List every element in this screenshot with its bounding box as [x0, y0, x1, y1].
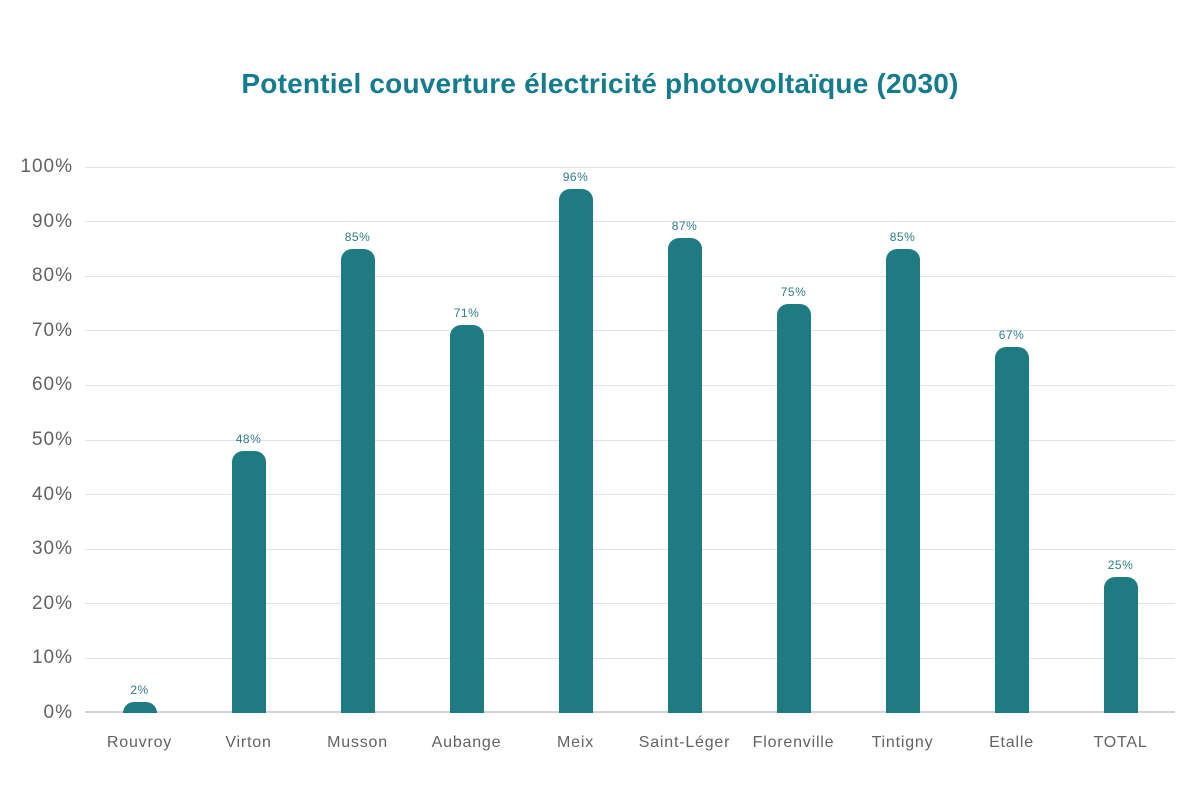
bar-slot-total: 25% TOTAL: [1066, 167, 1175, 752]
value-label: 2%: [130, 683, 149, 698]
plot-area: 0% 10% 20% 30% 40% 50% 60% 70% 80% 90% 100% 2% Rouvr…: [20, 156, 1175, 752]
value-label: 25%: [1107, 557, 1134, 572]
y-tick-label: 100%: [20, 156, 73, 177]
value-label: 85%: [344, 229, 371, 244]
gridline: [85, 275, 1175, 277]
y-tick-label: 0%: [43, 702, 73, 723]
x-tick-label: TOTAL: [1093, 734, 1148, 751]
bar-slot-tintigny: 85% Tintigny: [848, 167, 957, 751]
bar-slot-etalle: 67% Etalle: [957, 167, 1066, 751]
gridline: [85, 384, 1175, 386]
value-label: 67%: [998, 328, 1025, 343]
x-tick-label: Florenville: [752, 734, 835, 751]
x-tick-label: Etalle: [989, 734, 1034, 751]
x-tick-label: Aubange: [431, 734, 502, 751]
bar-rouvroy: [122, 702, 157, 713]
value-label: 71%: [453, 306, 480, 321]
gridline: [85, 494, 1175, 496]
value-label: 48%: [235, 431, 262, 446]
bar-aubange: [449, 325, 484, 713]
bar-slot-virton: 48% Virton: [194, 167, 303, 751]
y-tick-label: 20%: [31, 592, 73, 614]
value-label: 96%: [562, 169, 589, 184]
x-tick-label: Saint-Léger: [638, 734, 731, 751]
value-label: 75%: [780, 284, 807, 299]
bar-saint-l-ger: [667, 237, 702, 713]
bar-etalle: [994, 347, 1029, 713]
gridline: [85, 603, 1175, 605]
bar-tintigny: [885, 248, 920, 713]
y-tick-label: 90%: [31, 210, 73, 232]
bar-slot-musson: 85% Musson: [303, 167, 412, 751]
bar-virton: [231, 450, 266, 713]
value-label: 87%: [671, 218, 698, 233]
x-axis-line: [85, 711, 1175, 713]
gridline: [85, 221, 1175, 223]
bar-slot-aubange: 71% Aubange: [412, 167, 521, 751]
bar-meix: [558, 188, 593, 713]
gridline: [85, 657, 1175, 659]
gridline: [85, 330, 1175, 332]
bar-slot-meix: 96% Meix: [521, 167, 630, 751]
x-tick-label: Musson: [327, 734, 388, 751]
value-label: 85%: [889, 229, 916, 244]
y-tick-label: 40%: [31, 483, 73, 505]
chart-title: Potentiel couverture électricité photovo…: [241, 68, 959, 99]
y-tick-label: 70%: [31, 319, 73, 341]
x-tick-label: Virton: [225, 734, 272, 751]
x-tick-label: Tintigny: [871, 734, 934, 751]
y-tick-label: 80%: [31, 265, 73, 287]
gridline: [85, 166, 1175, 168]
y-tick-label: 10%: [31, 647, 73, 669]
bar-slot-rouvroy: 2% Rouvroy: [85, 167, 194, 751]
bar-musson: [340, 248, 375, 713]
gridline: [85, 439, 1175, 441]
y-tick-label: 50%: [31, 429, 73, 450]
bar-total: [1103, 576, 1138, 713]
gridline: [85, 548, 1175, 550]
bar-slot-saint-l-ger: 87% Saint-Léger: [630, 167, 739, 751]
x-tick-label: Rouvroy: [106, 734, 173, 751]
y-tick-label: 60%: [31, 374, 73, 396]
x-tick-label: Meix: [557, 734, 594, 751]
bar-florenville: [776, 303, 811, 713]
y-tick-label: 30%: [31, 538, 73, 560]
bar-slot-florenville: 75% Florenville: [739, 167, 848, 752]
